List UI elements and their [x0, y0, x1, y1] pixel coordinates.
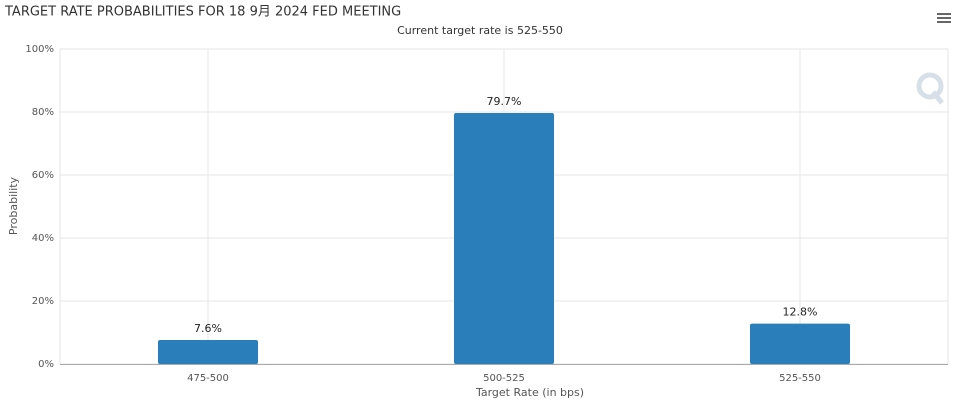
bar: [158, 340, 258, 364]
chart-title: TARGET RATE PROBABILITIES FOR 18 9月 2024…: [4, 5, 401, 20]
bar: [454, 112, 554, 364]
x-axis-label: Target Rate (in bps): [475, 386, 584, 399]
menu-bar: [937, 13, 951, 15]
x-tick-label: 525-550: [779, 373, 821, 384]
logo-tail: [931, 90, 944, 105]
y-tick-label: 60%: [32, 170, 54, 181]
y-tick-label: 40%: [32, 233, 54, 244]
data-label: 79.7%: [487, 95, 522, 108]
data-label: 7.6%: [194, 322, 222, 335]
x-tick-label: 475-500: [187, 373, 229, 384]
y-tick-label: 0%: [38, 359, 54, 370]
y-axis-label: Probability: [7, 176, 20, 235]
watermark-logo: [916, 72, 944, 105]
menu-bar: [937, 21, 951, 23]
x-tick-label: 500-525: [483, 373, 525, 384]
logo-ring: [916, 72, 944, 100]
y-tick-label: 20%: [32, 296, 54, 307]
menu-button[interactable]: [937, 13, 951, 23]
menu-bar: [937, 17, 951, 19]
chart-subtitle: Current target rate is 525-550: [397, 24, 563, 37]
y-tick-label: 80%: [32, 107, 54, 118]
y-tick-label: 100%: [25, 44, 54, 55]
bar: [750, 323, 850, 364]
data-label: 12.8%: [783, 306, 818, 319]
